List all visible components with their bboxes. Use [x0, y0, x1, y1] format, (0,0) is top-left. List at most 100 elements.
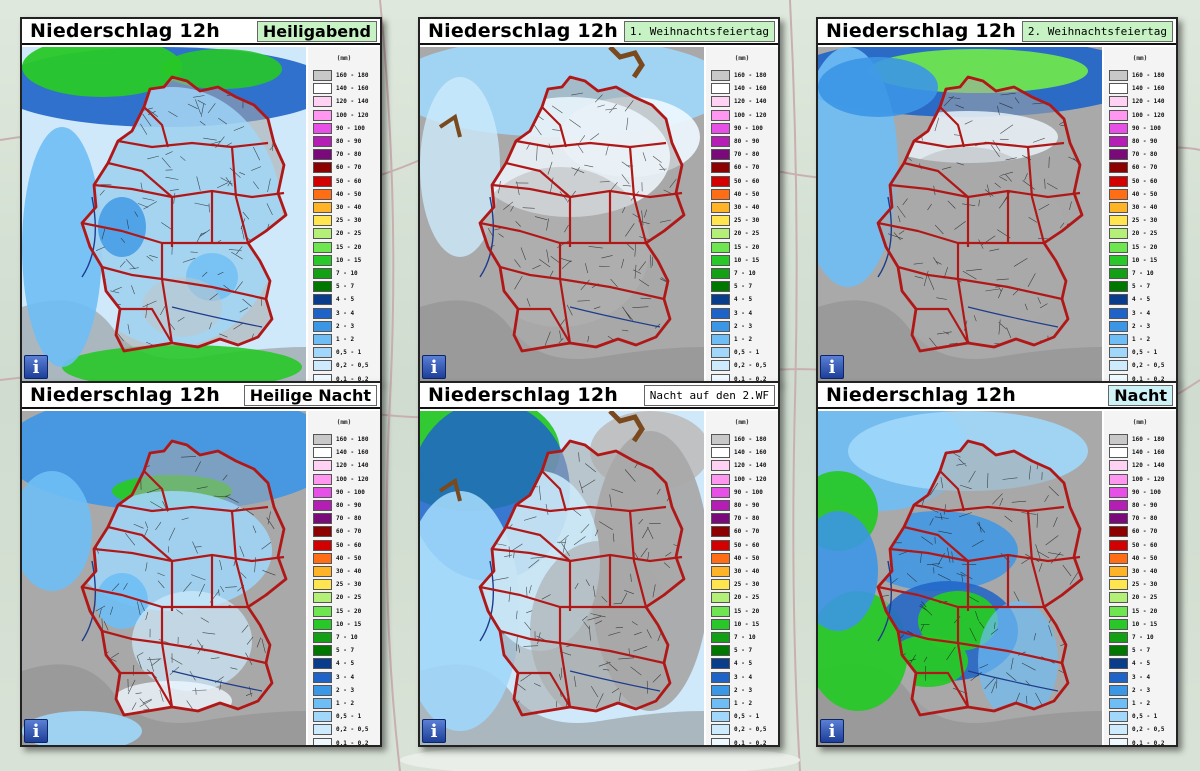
- legend-label: 7 - 10: [336, 270, 358, 277]
- panel-header: Niederschlag 12h Nacht auf den 2.WF: [420, 383, 778, 409]
- legend-swatch: [313, 645, 332, 657]
- legend-label: 80 - 90: [1132, 502, 1158, 509]
- legend-label: 70 - 80: [336, 151, 362, 159]
- legend-label: 5 - 7: [1132, 283, 1151, 291]
- info-icon[interactable]: i: [24, 719, 48, 743]
- legend-row: 40 - 50: [711, 552, 775, 565]
- legend-row: 120 - 140: [313, 459, 377, 472]
- info-icon[interactable]: i: [820, 355, 844, 379]
- legend-swatch: [1109, 579, 1128, 591]
- legend-label: 40 - 50: [734, 190, 760, 198]
- legend-row: 40 - 50: [1109, 552, 1173, 565]
- legend-label: 0,1 - 0,2: [734, 739, 767, 747]
- legend-swatch: [313, 307, 332, 319]
- legend-swatch: [1109, 96, 1128, 108]
- legend-swatch: [313, 711, 332, 723]
- legend-swatch: [313, 513, 332, 525]
- legend-label: 0,1 - 0,2: [1132, 739, 1165, 747]
- panel-header: Niederschlag 12h 2. Weihnachtsfeiertag: [818, 19, 1176, 45]
- legend-label: 1 - 2: [734, 700, 753, 707]
- legend-row: 7 - 10: [313, 267, 377, 280]
- precip-map: [22, 47, 306, 381]
- legend-row: 1 - 2: [313, 333, 377, 346]
- legend-label: 100 - 120: [1132, 111, 1165, 119]
- legend-swatch: [711, 136, 730, 147]
- panel-period-tag: Nacht auf den 2.WF: [643, 385, 775, 406]
- legend-row: 40 - 50: [313, 552, 377, 565]
- info-icon[interactable]: i: [820, 719, 844, 743]
- legend-swatch: [711, 500, 730, 511]
- legend-label: 5 - 7: [1132, 647, 1151, 655]
- legend-row: 15 - 20: [711, 241, 775, 254]
- legend-label: 7 - 10: [1132, 634, 1154, 641]
- legend-row: 0,1 - 0,2: [1109, 737, 1173, 747]
- legend-swatch: [711, 83, 730, 95]
- legend-swatch: [1109, 711, 1128, 723]
- legend-swatch: [711, 486, 730, 498]
- legend-label: 15 - 20: [336, 607, 362, 615]
- legend-row: 0,5 - 1: [711, 710, 775, 723]
- legend-swatch: [313, 215, 332, 227]
- legend-swatch: [711, 447, 730, 459]
- legend-swatch: [711, 737, 730, 745]
- precip-map: [22, 411, 306, 745]
- legend-row: 15 - 20: [1109, 605, 1173, 618]
- legend-swatch: [313, 486, 332, 498]
- legend-unit: (mm): [336, 55, 352, 62]
- legend-row: 4 - 5: [1109, 293, 1173, 306]
- legend-label: 0,5 - 1: [1132, 349, 1158, 357]
- legend-row: 1 - 2: [711, 697, 775, 710]
- legend-row: 50 - 60: [1109, 539, 1173, 552]
- legend-label: 10 - 15: [734, 256, 760, 264]
- legend-swatch: [1109, 188, 1128, 200]
- legend-label: 1 - 2: [1132, 700, 1151, 707]
- panel-title: Niederschlag 12h: [428, 20, 618, 42]
- legend-row: 3 - 4: [1109, 671, 1173, 684]
- panel-period-tag: 1. Weihnachtsfeiertag: [623, 21, 775, 42]
- legend-label: 50 - 60: [1132, 541, 1158, 549]
- legend-row: 10 - 15: [313, 618, 377, 631]
- legend-unit: (mm): [336, 419, 352, 426]
- legend-swatch: [1109, 70, 1128, 81]
- legend-label: 40 - 50: [336, 554, 362, 562]
- legend-row: 25 - 30: [1109, 214, 1173, 227]
- legend-label: 0,1 - 0,2: [336, 739, 369, 747]
- legend-row: 0,1 - 0,2: [313, 737, 377, 747]
- legend-swatch: [1109, 605, 1128, 617]
- legend-swatch: [711, 360, 730, 372]
- legend-swatch: [313, 162, 332, 174]
- panel-period-tag: Nacht: [1108, 385, 1173, 406]
- legend-label: 140 - 160: [1132, 85, 1165, 93]
- legend-swatch: [711, 539, 730, 551]
- legend-row: 0,5 - 1: [1109, 710, 1173, 723]
- legend-row: 70 - 80: [711, 148, 775, 161]
- legend-swatch: [711, 122, 730, 134]
- legend-row: 30 - 40: [711, 565, 775, 578]
- legend-row: 140 - 160: [1109, 446, 1173, 459]
- legend-label: 2 - 3: [1132, 686, 1151, 694]
- legend-label: 0,5 - 1: [734, 713, 760, 721]
- precip-panel: Niederschlag 12h 2. Weihnachtsfeiertag (mm…: [816, 17, 1178, 383]
- legend-label: 140 - 160: [336, 85, 369, 93]
- legend-swatch: [711, 684, 730, 696]
- legend-label: 120 - 140: [1132, 98, 1165, 106]
- legend-swatch: [313, 188, 332, 200]
- legend-label: 0,2 - 0,5: [1132, 362, 1165, 370]
- legend-swatch: [1109, 724, 1128, 736]
- info-icon[interactable]: i: [422, 719, 446, 743]
- legend-row: 140 - 160: [1109, 82, 1173, 95]
- precip-panel: Niederschlag 12h Heiligabend (mm) 160 - 180…: [20, 17, 382, 383]
- precip-legend: (mm) 160 - 180 140 - 160 120 - 140 100 - 120…: [706, 47, 778, 381]
- legend-row: 3 - 4: [313, 671, 377, 684]
- legend-row: 5 - 7: [313, 644, 377, 657]
- panel-title: Niederschlag 12h: [826, 384, 1016, 406]
- legend-label: 120 - 140: [1132, 462, 1165, 470]
- legend-label: 80 - 90: [734, 138, 760, 145]
- legend-label: 70 - 80: [734, 515, 760, 523]
- legend-label: 25 - 30: [734, 217, 760, 225]
- legend-row: 10 - 15: [1109, 618, 1173, 631]
- precip-map: [420, 411, 704, 745]
- info-icon[interactable]: i: [24, 355, 48, 379]
- info-icon[interactable]: i: [422, 355, 446, 379]
- legend-swatch: [711, 513, 730, 525]
